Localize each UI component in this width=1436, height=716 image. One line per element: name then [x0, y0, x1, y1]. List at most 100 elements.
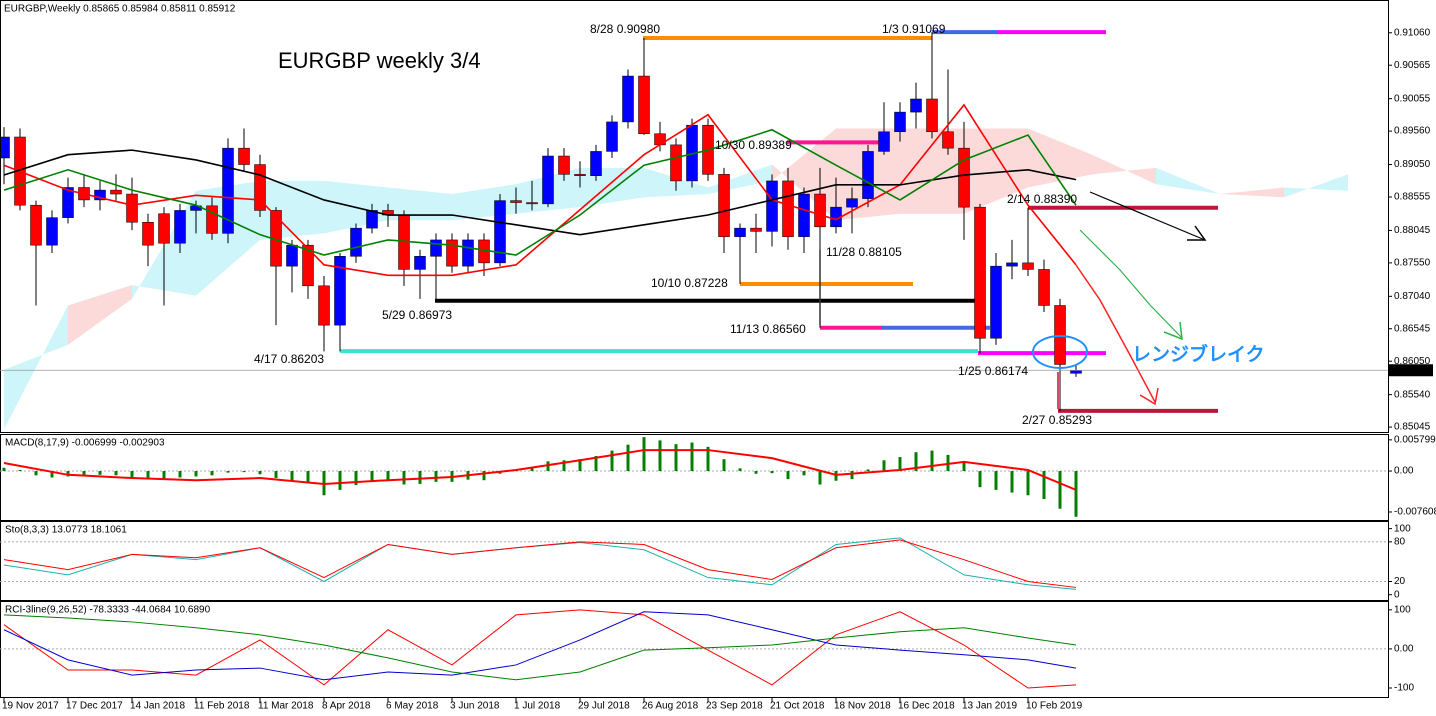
cloud-segment [1220, 187, 1284, 198]
level-label: 5/29 0.86973 [382, 308, 452, 322]
histogram-bar [738, 468, 742, 472]
y-tick-label: 0.005799 [1394, 434, 1436, 445]
histogram-bar [706, 446, 710, 472]
histogram-bar [18, 469, 22, 472]
histogram-bar [354, 471, 358, 486]
histogram-bar [66, 471, 70, 477]
level-label: 10/10 0.87228 [651, 276, 728, 290]
candle-body [782, 180, 794, 237]
y-tick-label: 0.88045 [1394, 225, 1431, 236]
panel-label: MACD(8,17,9) -0.006999 -0.002903 [5, 438, 165, 449]
candle-body [238, 147, 250, 165]
histogram-bar [50, 471, 54, 478]
panel-label: Sto(8,3,3) 13.0773 18.1061 [5, 525, 127, 536]
histogram-bar [642, 437, 646, 472]
indicator-line [3, 103, 1077, 277]
arrow-head [1163, 321, 1183, 341]
histogram-bar [338, 471, 342, 490]
candle-body [766, 180, 778, 232]
x-tick-label: 18 Nov 2018 [834, 701, 891, 712]
histogram-bar [1026, 471, 1030, 496]
y-tick-label: 0.89560 [1394, 126, 1431, 137]
cloud-segment [964, 128, 1028, 214]
histogram-bar [242, 471, 246, 473]
histogram-bar [722, 459, 726, 472]
histogram-bar [658, 440, 662, 472]
arrow-head [1139, 387, 1159, 406]
x-tick-label: 26 Aug 2018 [642, 701, 699, 712]
candle-body [606, 121, 618, 152]
y-tick-label: 0.91060 [1394, 27, 1431, 38]
candle-body [158, 213, 170, 244]
histogram-bar [690, 442, 694, 472]
histogram-bar [754, 471, 758, 474]
x-tick-label: 29 Jul 2018 [578, 701, 630, 712]
histogram-bar [674, 444, 678, 472]
histogram-bar [786, 471, 790, 480]
histogram-bar [194, 471, 198, 477]
histogram-bar [434, 471, 438, 482]
level-label: 11/13 0.86560 [730, 322, 806, 336]
y-tick-label: 0.00 [1394, 644, 1414, 655]
cloud-segment [4, 305, 68, 430]
panel-frame [0, 601, 1389, 698]
histogram-bar [290, 471, 294, 481]
histogram-bar [114, 471, 118, 476]
y-tick-label: 0.90055 [1394, 93, 1431, 104]
histogram-bar [1010, 471, 1014, 493]
candle-body [462, 239, 474, 267]
indicator-line [3, 539, 1077, 588]
y-tick-label: 0.87550 [1394, 258, 1431, 269]
candle-body [574, 174, 586, 176]
panel-label: RCI-3line(9,26,52) -78.3333 -44.0684 10.… [5, 605, 211, 616]
candle-body [494, 200, 506, 264]
histogram-bar [834, 471, 838, 481]
candle-body [958, 147, 970, 208]
histogram-bar [178, 471, 182, 478]
candle-body [46, 217, 58, 246]
histogram-bar [274, 471, 278, 479]
decoration-layer [819, 191, 1207, 409]
level-label: 11/28 0.88105 [826, 245, 902, 259]
x-tick-label: 23 Sep 2018 [706, 701, 763, 712]
histogram-bar [258, 471, 262, 475]
histogram-bar [1074, 471, 1078, 517]
cloud-segment [900, 128, 964, 214]
x-tick-label: 6 May 2018 [386, 701, 439, 712]
histogram-bar [898, 457, 902, 472]
projection-arrow [1089, 191, 1206, 241]
candle-body [926, 98, 938, 133]
histogram-bar [2, 467, 6, 472]
candle-body [30, 204, 42, 246]
candle-body [94, 189, 106, 201]
histogram-bar [306, 471, 310, 483]
candle-body [942, 131, 954, 149]
candle-body [222, 147, 234, 234]
candle-body [206, 205, 218, 234]
candle-body [414, 256, 426, 270]
candle-body [1054, 305, 1066, 365]
histogram-bar [930, 450, 934, 472]
candle-body [366, 210, 378, 229]
candle-body [542, 155, 554, 205]
candle-body [558, 155, 570, 175]
histogram-bar [1042, 471, 1046, 500]
y-tick-label: 0.85045 [1394, 422, 1431, 433]
histogram-bar [226, 471, 230, 473]
y-tick-label: -100 [1394, 683, 1414, 694]
level-label: 4/17 0.86203 [254, 352, 324, 366]
candle-body [862, 151, 874, 199]
candle-body [718, 174, 730, 237]
candle-body [430, 239, 442, 257]
indicator-line [3, 128, 1077, 256]
last-price-box [1389, 364, 1433, 377]
histogram-bar [418, 471, 422, 484]
projection-arrow [1075, 264, 1156, 403]
level-label: 1/25 0.86174 [958, 364, 1028, 378]
y-tick-label: 0.88555 [1394, 192, 1431, 203]
histogram-bar [546, 461, 550, 472]
frames [0, 0, 1389, 698]
x-tick-label: 10 Feb 2019 [1026, 701, 1083, 712]
y-tick-label: 0.87040 [1394, 291, 1431, 302]
